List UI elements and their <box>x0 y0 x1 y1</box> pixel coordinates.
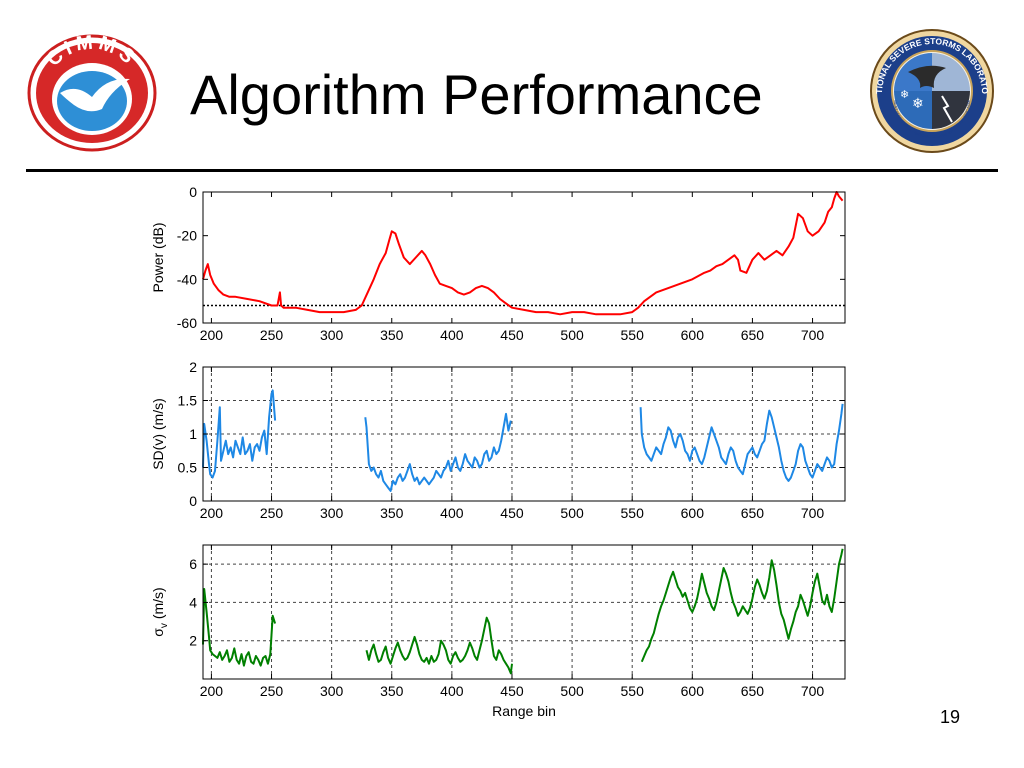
sd-x-tick-label: 500 <box>560 505 584 521</box>
power-y-tick-label: -40 <box>177 271 197 287</box>
power-y-tick-label: -60 <box>177 315 197 331</box>
power-panel: 200 250 300 350 400 450 500 550 600 650 700 0 -20 -40… <box>150 184 846 343</box>
sd-x-tick-label: 300 <box>320 505 344 521</box>
sd-series-line-2 <box>639 403 844 482</box>
sd-x-tick-label: 450 <box>500 505 524 521</box>
sd-x-tick-label: 200 <box>200 505 224 521</box>
sigma-x-tick-label: 200 <box>200 683 224 699</box>
svg-text:❄: ❄ <box>912 96 924 112</box>
sigma-x-tick-label: 650 <box>741 683 765 699</box>
power-x-tick-label: 200 <box>200 327 224 343</box>
sigma-y-tick-label: 6 <box>189 556 197 572</box>
slide-title: Algorithm Performance <box>190 63 763 126</box>
power-x-tick-label: 650 <box>741 327 765 343</box>
sd-x-tick-label: 400 <box>440 505 464 521</box>
sd-x-tick-label: 250 <box>260 505 284 521</box>
sigma-x-tick-label: 450 <box>500 683 524 699</box>
sigma-x-tick-label: 700 <box>801 683 825 699</box>
sd-x-tick-label: 650 <box>741 505 765 521</box>
sd-x-tick-label: 350 <box>380 505 404 521</box>
sigma-series-line-1 <box>365 616 513 675</box>
sd-x-tick-label: 700 <box>801 505 825 521</box>
power-series-line-0 <box>202 191 844 316</box>
sigma-y-axis-label: σv (m/s) <box>150 587 170 636</box>
sd-x-tick-label: 600 <box>681 505 705 521</box>
power-x-tick-label: 600 <box>681 327 705 343</box>
title-divider <box>26 169 998 172</box>
sd-y-tick-label: 0.5 <box>178 460 198 476</box>
svg-text:❄: ❄ <box>900 88 909 101</box>
sd-y-tick-label: 2 <box>189 359 197 375</box>
sd-y-tick-label: 1.5 <box>178 393 198 409</box>
power-x-tick-label: 450 <box>500 327 524 343</box>
sigma-axes-box <box>202 544 846 680</box>
sigma-x-tick-label: 350 <box>380 683 404 699</box>
sigma-y-tick-label: 2 <box>189 633 197 649</box>
cimms-logo: CIMMS <box>27 33 157 152</box>
sigma-series-line-2 <box>640 548 844 663</box>
sd-y-axis-label: SD(v) (m/s) <box>150 398 166 470</box>
power-y-tick-label: -20 <box>177 228 197 244</box>
sigma-x-tick-label: 550 <box>621 683 645 699</box>
sigma-y-tick-label: 4 <box>189 594 197 610</box>
sd-y-tick-label: 1 <box>189 426 197 442</box>
sd-velocity-panel: 200 250 300 350 400 450 500 550 600 650 700 0 0.5 1 1.… <box>150 359 846 521</box>
sigma-x-tick-label: 250 <box>260 683 284 699</box>
power-x-tick-label: 300 <box>320 327 344 343</box>
nssl-logo: ❄ ❄ NATIONAL SEVERE STORMS LABORATORY U.… <box>868 28 994 153</box>
sigma-x-tick-label: 600 <box>681 683 705 699</box>
power-x-tick-label: 350 <box>380 327 404 343</box>
sd-y-tick-label: 0 <box>189 493 197 509</box>
sigma-series-line-0 <box>202 588 277 667</box>
power-y-axis-label: Power (dB) <box>150 222 166 292</box>
spectrum-width-panel: 200 250 300 350 400 450 500 550 600 650 700 2 4 6 σv (… <box>150 544 846 719</box>
power-x-tick-label: 400 <box>440 327 464 343</box>
sigma-x-tick-label: 300 <box>320 683 344 699</box>
page-number: 19 <box>940 707 961 727</box>
power-x-tick-label: 550 <box>621 327 645 343</box>
power-x-tick-label: 700 <box>801 327 825 343</box>
power-y-tick-label: 0 <box>189 184 197 200</box>
sd-series-line-0 <box>202 389 277 479</box>
sd-series-line-1 <box>364 412 512 492</box>
power-axes-box <box>202 191 846 324</box>
sigma-x-tick-label: 500 <box>560 683 584 699</box>
power-x-tick-label: 250 <box>260 327 284 343</box>
sd-x-tick-label: 550 <box>621 505 645 521</box>
sigma-x-tick-label: 400 <box>440 683 464 699</box>
power-x-tick-label: 500 <box>560 327 584 343</box>
sigma-x-axis-label: Range bin <box>492 703 556 719</box>
